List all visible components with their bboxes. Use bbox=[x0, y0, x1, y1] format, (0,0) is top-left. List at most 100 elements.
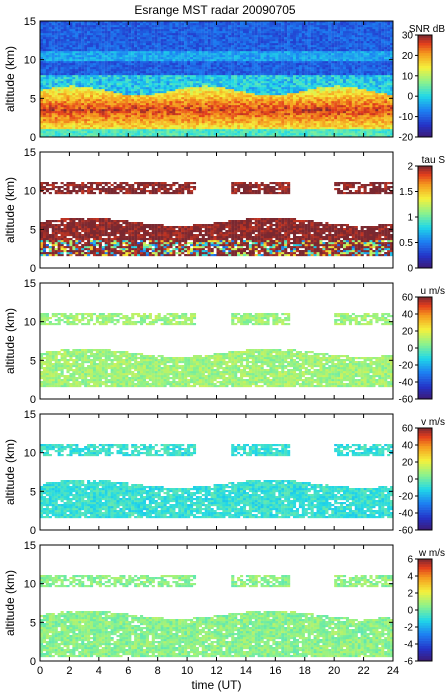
heatmap-cell bbox=[210, 45, 214, 48]
heatmap-cell bbox=[275, 133, 279, 136]
heatmap-cell bbox=[84, 65, 88, 68]
heatmap-cell bbox=[201, 93, 205, 96]
heatmap-cell bbox=[237, 71, 241, 74]
heatmap-cell bbox=[98, 61, 102, 64]
heatmap-cell bbox=[204, 75, 208, 78]
heatmap-cell bbox=[275, 67, 279, 70]
heatmap-cell bbox=[287, 25, 291, 28]
heatmap-cell bbox=[134, 87, 138, 90]
heatmap-cell bbox=[166, 51, 170, 54]
heatmap-cell bbox=[107, 119, 111, 122]
heatmap-cell bbox=[172, 79, 176, 82]
heatmap-cell bbox=[119, 55, 123, 58]
heatmap-cell bbox=[116, 105, 120, 108]
heatmap-cell bbox=[242, 65, 247, 68]
heatmap-cell bbox=[257, 117, 261, 120]
heatmap-cell bbox=[81, 69, 85, 72]
heatmap-cell bbox=[175, 117, 179, 120]
heatmap-cell bbox=[45, 99, 49, 102]
heatmap-cell bbox=[245, 117, 250, 120]
heatmap-cell bbox=[225, 31, 229, 34]
heatmap-cell bbox=[69, 65, 73, 68]
heatmap-cell bbox=[237, 75, 241, 78]
heatmap-cell bbox=[207, 45, 211, 48]
heatmap-cell bbox=[148, 77, 152, 80]
heatmap-cell bbox=[72, 67, 76, 70]
heatmap-cell bbox=[254, 83, 258, 86]
heatmap-cell bbox=[125, 29, 129, 32]
heatmap-cell bbox=[84, 97, 88, 100]
heatmap-cell bbox=[287, 133, 291, 136]
heatmap-cell bbox=[263, 23, 267, 26]
heatmap-cell bbox=[234, 65, 238, 68]
heatmap-cell bbox=[54, 117, 58, 120]
heatmap-cell bbox=[195, 117, 199, 120]
heatmap-cell bbox=[216, 115, 220, 118]
heatmap-cell bbox=[137, 59, 141, 62]
heatmap-cell bbox=[181, 123, 185, 126]
heatmap-cell bbox=[142, 81, 147, 84]
heatmap-cell bbox=[278, 115, 282, 118]
heatmap-cell bbox=[278, 107, 282, 110]
heatmap-cell bbox=[187, 75, 191, 78]
heatmap-cell bbox=[134, 109, 138, 112]
heatmap-cell bbox=[201, 25, 205, 28]
heatmap-cell bbox=[290, 69, 294, 72]
heatmap-cell bbox=[45, 51, 49, 54]
heatmap-cell bbox=[242, 89, 247, 92]
heatmap-cell bbox=[110, 59, 114, 62]
heatmap-cell bbox=[169, 73, 173, 76]
heatmap-cell bbox=[184, 111, 188, 114]
heatmap-cell bbox=[192, 47, 197, 50]
heatmap-cell bbox=[51, 65, 55, 68]
heatmap-cell bbox=[248, 105, 252, 108]
heatmap-cell bbox=[290, 91, 294, 94]
heatmap-cell bbox=[145, 121, 149, 124]
heatmap-cell bbox=[116, 91, 120, 94]
heatmap-cell bbox=[287, 51, 291, 54]
heatmap-cell bbox=[248, 103, 252, 106]
heatmap-cell bbox=[154, 45, 158, 48]
heatmap-cell bbox=[207, 79, 211, 82]
heatmap-cell bbox=[269, 91, 273, 94]
heatmap-cell bbox=[228, 31, 232, 34]
heatmap-cell bbox=[63, 131, 67, 134]
heatmap-cell bbox=[95, 53, 99, 56]
heatmap-cell bbox=[204, 59, 208, 62]
heatmap-cell bbox=[42, 35, 47, 38]
heatmap-cell bbox=[178, 63, 182, 66]
heatmap-cell bbox=[60, 51, 64, 54]
heatmap-cell bbox=[210, 81, 214, 84]
heatmap-cell bbox=[181, 109, 185, 112]
heatmap-cell bbox=[228, 57, 232, 60]
heatmap-cell bbox=[195, 105, 199, 108]
heatmap-cell bbox=[66, 127, 70, 130]
heatmap-cell bbox=[163, 107, 167, 110]
heatmap-cell bbox=[172, 89, 176, 92]
heatmap-cell bbox=[195, 107, 199, 110]
heatmap-cell bbox=[245, 119, 250, 122]
heatmap-cell bbox=[263, 99, 267, 102]
heatmap-cell bbox=[57, 47, 61, 50]
heatmap-cell bbox=[119, 133, 123, 136]
heatmap-cell bbox=[222, 59, 226, 62]
heatmap-cell bbox=[192, 95, 197, 98]
heatmap-cell bbox=[140, 133, 144, 136]
heatmap-cell bbox=[63, 53, 67, 56]
heatmap-cell bbox=[166, 35, 170, 38]
heatmap-cell bbox=[254, 47, 258, 50]
heatmap-cell bbox=[190, 27, 194, 30]
heatmap-cell bbox=[278, 39, 282, 42]
heatmap-cell bbox=[184, 33, 188, 36]
heatmap-cell bbox=[122, 23, 126, 26]
heatmap-cell bbox=[272, 127, 276, 130]
heatmap-cell bbox=[266, 47, 270, 50]
heatmap-cell bbox=[145, 115, 149, 118]
heatmap-cell bbox=[240, 107, 244, 110]
heatmap-cell bbox=[234, 103, 238, 106]
heatmap-cell bbox=[145, 75, 149, 78]
heatmap-cell bbox=[195, 39, 199, 42]
heatmap-cell bbox=[216, 21, 220, 24]
heatmap-cell bbox=[128, 23, 132, 26]
heatmap-cell bbox=[260, 127, 264, 130]
